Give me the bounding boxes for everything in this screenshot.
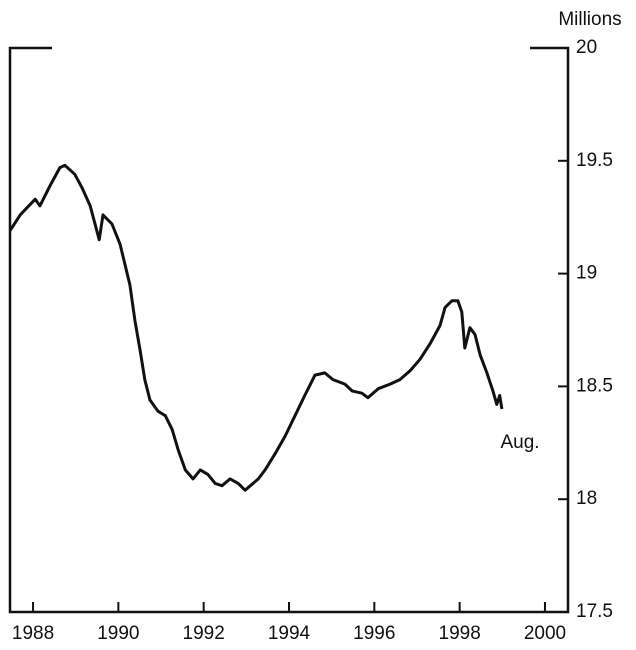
x-tick-label: 1996 [353, 623, 395, 644]
frame [8, 46, 570, 614]
x-tick-label: 1994 [268, 623, 311, 644]
x-tick-label: 1992 [183, 623, 225, 644]
y-tick-label: 20 [576, 37, 597, 58]
y-axis-label: Millions [558, 9, 621, 30]
x-tick-label: 1998 [439, 623, 481, 644]
line [8, 163, 504, 492]
y-tick-label: 19 [576, 263, 597, 284]
y-tick-label: 19.5 [576, 150, 613, 171]
x-tick-label: 1988 [12, 623, 54, 644]
y-tick-label: 17.5 [576, 601, 613, 622]
x-tick-label: 2000 [524, 623, 566, 644]
y-tick-label: 18 [576, 488, 597, 509]
x-tick-label: 1990 [97, 623, 139, 644]
annotation: Aug. [500, 432, 539, 453]
y-tick-label: 18.5 [576, 375, 613, 396]
